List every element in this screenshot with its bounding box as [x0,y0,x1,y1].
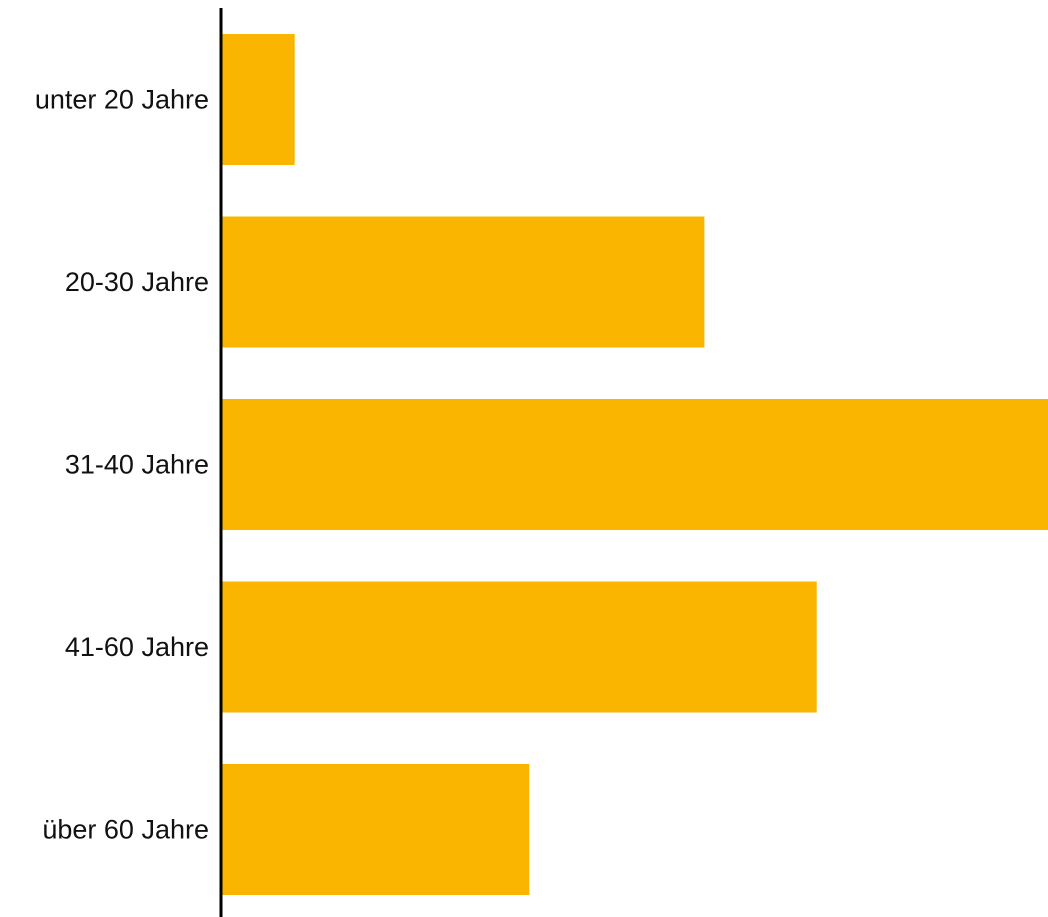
bars-group [222,34,1048,895]
bar-4 [222,764,530,895]
category-label: 41-60 Jahre [65,632,209,662]
category-label: unter 20 Jahre [35,85,209,115]
category-label: 31-40 Jahre [65,450,209,480]
category-label: 20-30 Jahre [65,267,209,297]
category-label: über 60 Jahre [42,815,209,845]
category-labels-group: unter 20 Jahre 20-30 Jahre 31-40 Jahre 41-6… [35,85,209,845]
bar-2 [222,399,1048,530]
bar-3 [222,581,817,713]
bar-0 [222,34,295,165]
bar-1 [222,216,705,348]
